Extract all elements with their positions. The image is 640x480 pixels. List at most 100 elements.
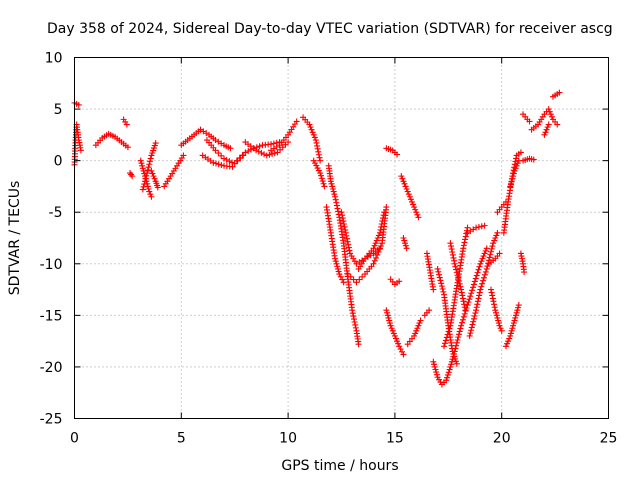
- data-point: [344, 238, 351, 245]
- data-point: [330, 188, 337, 195]
- data-point: [512, 314, 519, 321]
- data-point: [255, 148, 262, 155]
- data-point: [482, 268, 489, 275]
- data-point: [141, 181, 148, 188]
- data-point: [312, 137, 319, 144]
- data-point: [444, 371, 451, 378]
- data-point: [391, 332, 398, 339]
- data-point: [311, 134, 318, 141]
- y-tick-label: -25: [40, 412, 63, 428]
- y-tick-label: 5: [54, 102, 63, 118]
- data-point: [396, 343, 403, 350]
- data-point: [455, 334, 462, 341]
- data-point: [306, 121, 313, 128]
- data-point: [410, 201, 417, 208]
- data-point: [268, 141, 275, 148]
- data-point: [334, 265, 341, 272]
- data-point: [376, 246, 383, 253]
- data-point: [471, 312, 478, 319]
- data-point: [530, 156, 537, 163]
- data-point: [474, 301, 481, 308]
- data-point: [438, 283, 445, 290]
- data-point: [139, 162, 146, 169]
- data-point: [459, 292, 466, 299]
- data-point: [488, 289, 495, 296]
- data-point: [454, 272, 461, 279]
- x-tick-label: 10: [279, 431, 297, 447]
- data-point: [343, 235, 350, 242]
- data-point: [554, 121, 561, 128]
- data-point: [316, 154, 323, 161]
- data-point: [432, 366, 439, 373]
- data-point: [440, 288, 447, 295]
- data-point: [457, 325, 464, 332]
- data-point: [446, 325, 453, 332]
- data-point: [445, 328, 452, 335]
- data-point: [128, 171, 135, 178]
- data-point: [258, 149, 265, 156]
- data-point: [146, 188, 153, 195]
- data-point: [236, 154, 243, 161]
- data-point: [399, 175, 406, 182]
- data-point: [212, 147, 219, 154]
- data-point: [320, 180, 327, 187]
- data-point: [495, 320, 502, 327]
- data-point: [460, 298, 467, 305]
- data-point: [511, 167, 518, 174]
- data-point: [474, 298, 481, 305]
- data-point: [461, 304, 468, 311]
- data-point: [513, 309, 520, 316]
- data-point: [449, 248, 456, 255]
- data-point: [506, 335, 513, 342]
- data-point: [508, 327, 515, 334]
- data-point: [475, 223, 482, 230]
- data-point: [139, 186, 146, 193]
- data-point: [490, 240, 497, 247]
- x-tick-label: 15: [386, 431, 404, 447]
- data-point: [543, 126, 550, 133]
- data-point: [218, 162, 225, 169]
- data-point: [340, 221, 347, 228]
- data-point: [475, 266, 482, 273]
- data-point: [476, 289, 483, 296]
- data-point: [143, 172, 150, 179]
- data-point: [332, 193, 339, 200]
- data-point: [546, 108, 553, 115]
- x-axis-label: GPS time / hours: [281, 458, 398, 474]
- data-point: [370, 245, 377, 252]
- data-point: [493, 312, 500, 319]
- data-point: [378, 223, 385, 230]
- data-point: [458, 286, 465, 293]
- data-point: [460, 313, 467, 320]
- data-point: [447, 363, 454, 370]
- data-point: [317, 157, 324, 164]
- data-point: [144, 170, 151, 177]
- data-point: [223, 156, 230, 163]
- data-point: [496, 250, 503, 257]
- data-point: [352, 321, 359, 328]
- data-point: [488, 248, 495, 255]
- data-point: [146, 158, 153, 165]
- data-point: [507, 183, 514, 190]
- data-point: [150, 173, 157, 180]
- data-point: [508, 178, 515, 185]
- data-point: [414, 211, 421, 218]
- data-point: [392, 335, 399, 342]
- data-point: [400, 178, 407, 185]
- data-point: [483, 265, 490, 272]
- data-point: [433, 371, 440, 378]
- data-point: [504, 340, 511, 347]
- data-point: [374, 251, 381, 258]
- data-point: [481, 250, 488, 257]
- data-point: [455, 331, 462, 338]
- data-point: [210, 159, 217, 166]
- data-point: [342, 226, 349, 233]
- data-point: [438, 280, 445, 287]
- data-point: [494, 314, 501, 321]
- data-point: [526, 118, 533, 125]
- data-point: [394, 151, 401, 158]
- data-point: [412, 206, 419, 213]
- data-point: [340, 218, 347, 225]
- data-point: [379, 218, 386, 225]
- data-point: [462, 307, 469, 314]
